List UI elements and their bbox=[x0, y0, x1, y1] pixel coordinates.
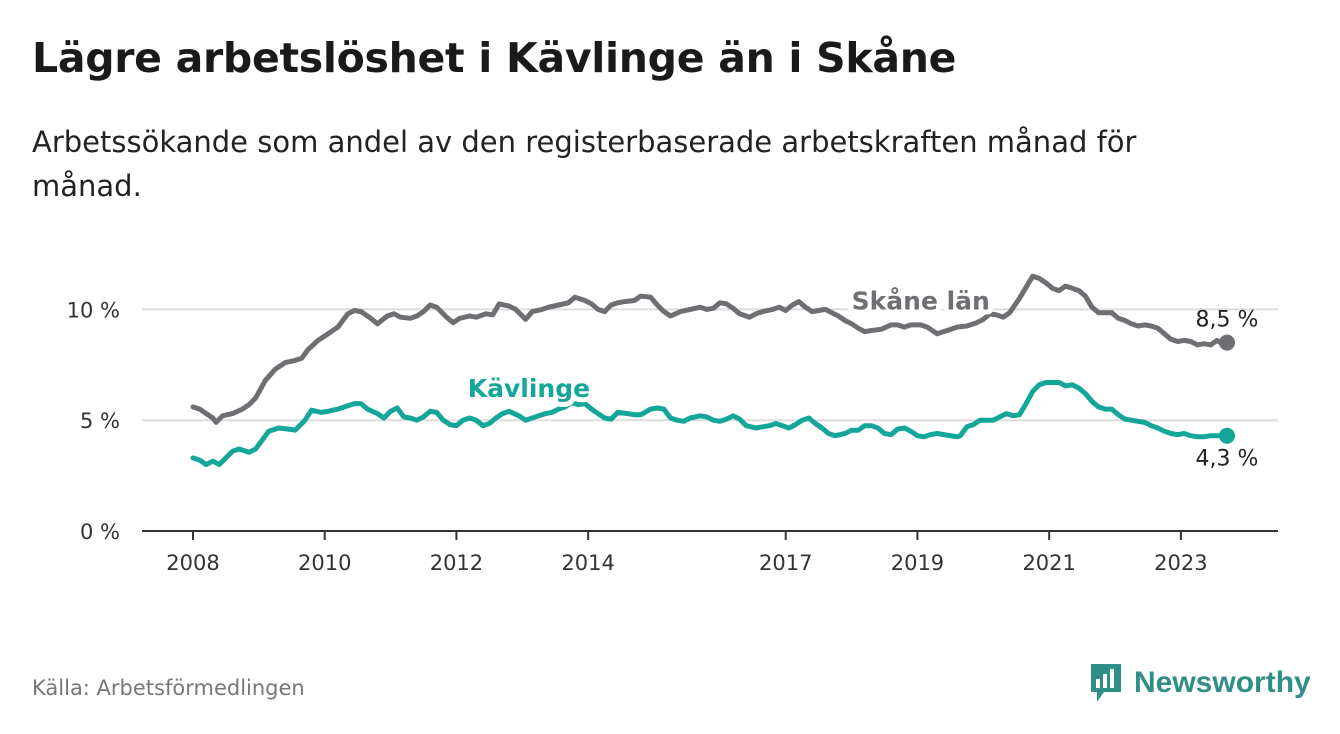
series-lines bbox=[190, 273, 1235, 467]
y-axis-ticks: 0 % 5 % 10 % bbox=[67, 298, 120, 544]
x-tick-label: 2014 bbox=[561, 551, 614, 575]
end-value-kavlinge: 4,3 % bbox=[1196, 447, 1259, 472]
newsworthy-logo[interactable]: Newsworthy bbox=[1088, 660, 1311, 706]
x-tick-label: 2008 bbox=[166, 551, 219, 575]
line-chart: 0 %5 %10 % 2008 2010 2012 2014 2017 2019 2021 2… bbox=[67, 273, 1278, 575]
series-label-kavlinge: Kävlinge bbox=[468, 374, 590, 403]
y-tick-label: 0 % bbox=[80, 520, 120, 544]
newsworthy-icon bbox=[1091, 664, 1121, 702]
x-tick-label: 2019 bbox=[891, 551, 944, 575]
gridlines bbox=[142, 308, 1278, 422]
x-tick-label: 2010 bbox=[298, 551, 351, 575]
series-label-skane-lan: Skåne län bbox=[852, 286, 990, 315]
chart-title: Lägre arbetslöshet i Kävlinge än i Skåne bbox=[32, 34, 957, 82]
y-tick-label: 10 % bbox=[67, 298, 120, 322]
source-note: Källa: Arbetsförmedlingen bbox=[32, 676, 305, 700]
chart-subtitle: Arbetssökande som andel av den registerb… bbox=[32, 125, 1137, 203]
x-tick-label: 2021 bbox=[1022, 551, 1075, 575]
brand-name: Newsworthy bbox=[1134, 666, 1311, 699]
series-labels: 8,5 % 4,3 % Skåne län Kävlinge bbox=[463, 281, 1259, 472]
end-marker-skane-lan bbox=[1219, 334, 1235, 351]
x-tick-label: 2017 bbox=[759, 551, 812, 575]
end-marker-kavlinge bbox=[1219, 427, 1235, 444]
x-tick-label: 2023 bbox=[1154, 551, 1207, 575]
series-line-skane-lan bbox=[190, 273, 1230, 425]
x-axis-ticks: 2008 2010 2012 2014 2017 2019 2021 2023 bbox=[166, 531, 1208, 575]
series-line-kavlinge bbox=[190, 380, 1230, 467]
y-tick-label: 5 % bbox=[80, 409, 120, 433]
x-tick-label: 2012 bbox=[430, 551, 483, 575]
end-value-skane-lan: 8,5 % bbox=[1196, 308, 1259, 333]
